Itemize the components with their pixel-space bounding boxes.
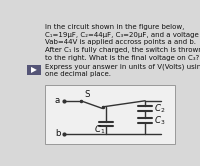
Text: a: a xyxy=(55,96,60,105)
Text: C₁=19µF, C₂=44µF, C₃=20µF, and a voltage: C₁=19µF, C₂=44µF, C₃=20µF, and a voltage xyxy=(45,32,199,38)
Bar xyxy=(27,65,40,75)
Text: $C_1$: $C_1$ xyxy=(94,124,105,136)
Text: After C₁ is fully charged, the switch is thrown: After C₁ is fully charged, the switch is… xyxy=(45,47,200,53)
Text: Express your answer in units of V(Volts) using: Express your answer in units of V(Volts)… xyxy=(45,63,200,70)
Text: Vab=44V is applied accross points a and b.: Vab=44V is applied accross points a and … xyxy=(45,40,196,45)
Text: In the circuit shown in the figure below,: In the circuit shown in the figure below… xyxy=(45,24,185,30)
Text: ▶: ▶ xyxy=(31,65,36,75)
Text: b: b xyxy=(55,129,60,138)
Text: $C_3$: $C_3$ xyxy=(154,115,166,127)
Bar xyxy=(45,85,175,144)
Text: S: S xyxy=(84,90,90,99)
Text: one decimal place.: one decimal place. xyxy=(45,71,111,77)
Text: $C_2$: $C_2$ xyxy=(154,102,166,115)
Text: to the right. What is the final voltage on C₃?: to the right. What is the final voltage … xyxy=(45,55,199,61)
